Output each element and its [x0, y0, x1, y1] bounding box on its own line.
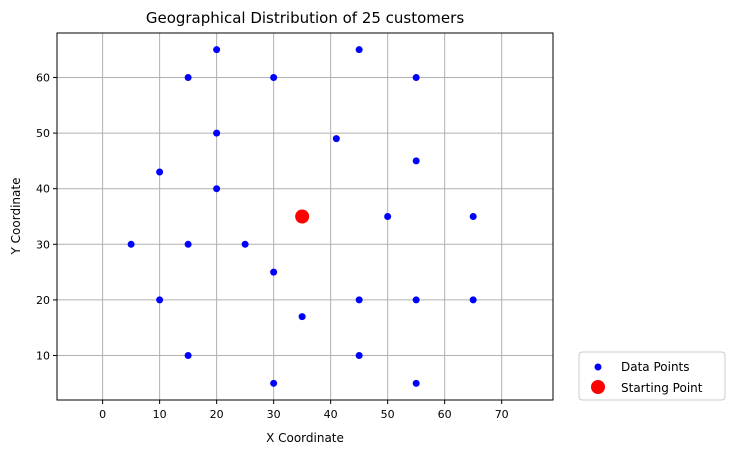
data-point — [355, 352, 363, 360]
data-point — [412, 157, 420, 165]
data-point — [298, 313, 306, 321]
data-point — [469, 296, 477, 304]
plot-area — [56, 32, 554, 401]
data-point — [332, 135, 340, 143]
legend-label-data-points: Data Points — [621, 360, 690, 374]
x-tick-label: 70 — [495, 408, 509, 421]
x-tick-label: 60 — [438, 408, 452, 421]
y-tick-label: 10 — [36, 350, 50, 363]
y-tick-label: 60 — [36, 71, 50, 84]
x-tick-label: 30 — [267, 408, 281, 421]
legend: Data Points Starting Point — [578, 351, 726, 401]
x-tick-label: 40 — [324, 408, 338, 421]
data-point — [127, 240, 135, 248]
x-tick-label: 20 — [210, 408, 224, 421]
data-point — [184, 240, 192, 248]
starting-point — [295, 209, 310, 224]
data-point — [241, 240, 249, 248]
legend-marker-starting-point — [591, 380, 605, 394]
legend-box — [578, 351, 726, 401]
data-point — [270, 379, 278, 387]
y-axis-ticks: 10 20 30 40 50 60 — [36, 71, 57, 363]
data-point — [213, 185, 221, 193]
x-tick-label: 0 — [99, 408, 106, 421]
data-point — [469, 213, 477, 220]
data-point — [156, 296, 164, 304]
data-point — [270, 73, 278, 81]
y-tick-label: 30 — [36, 238, 50, 251]
data-point — [384, 213, 392, 220]
data-point — [156, 168, 164, 176]
data-point — [270, 268, 278, 276]
y-axis-label: Y Coordinate — [9, 178, 23, 256]
y-tick-label: 20 — [36, 294, 50, 307]
legend-label-starting-point: Starting Point — [621, 381, 703, 395]
x-tick-label: 50 — [381, 408, 395, 421]
data-point — [184, 73, 192, 81]
data-point — [355, 46, 363, 54]
data-point — [412, 296, 420, 304]
x-tick-label: 10 — [153, 408, 167, 421]
data-point — [355, 296, 363, 304]
data-point — [412, 379, 420, 387]
y-tick-label: 50 — [36, 127, 50, 140]
data-point — [184, 352, 192, 360]
data-point — [412, 73, 420, 81]
data-points — [127, 46, 477, 387]
y-tick-label: 40 — [36, 183, 50, 196]
chart-title: Geographical Distribution of 25 customer… — [146, 9, 464, 27]
data-point — [213, 129, 221, 137]
data-point — [213, 46, 221, 54]
legend-marker-data-points — [594, 363, 602, 371]
x-axis-ticks: 0 10 20 30 40 50 60 70 — [99, 400, 509, 421]
x-axis-label: X Coordinate — [266, 431, 344, 445]
